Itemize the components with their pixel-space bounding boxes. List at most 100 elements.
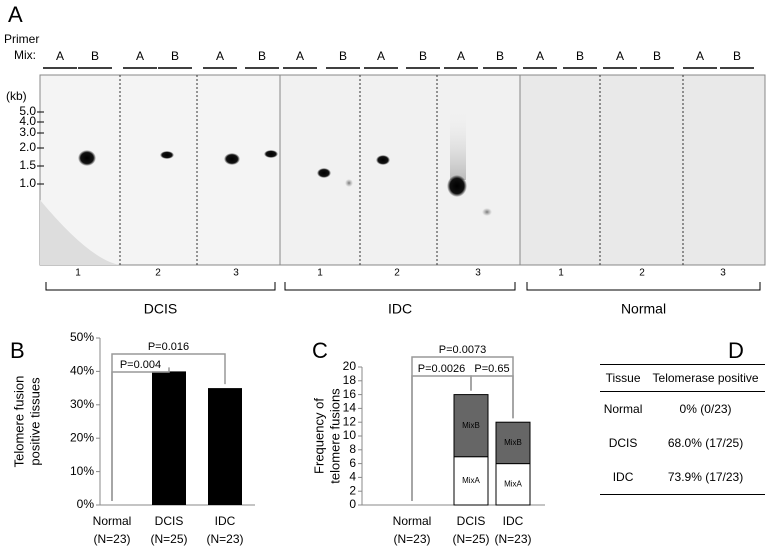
p-value: P=0.0073	[439, 344, 486, 356]
lane-label: A	[696, 49, 704, 63]
lane-label: B	[419, 49, 427, 63]
size-label: 4.0	[19, 114, 36, 128]
size-label: 5.0	[19, 104, 36, 118]
panel-letter: C	[312, 338, 328, 363]
x-tick-label: Normal	[93, 514, 132, 528]
lane-label: B	[496, 49, 504, 63]
bar-segment	[495, 421, 531, 465]
y-tick-label: 20	[343, 359, 357, 373]
y-tick-label: 20%	[70, 430, 94, 444]
y-tick-label: 0%	[77, 497, 95, 511]
lane-label: A	[296, 49, 304, 63]
table-cell: IDC	[600, 460, 647, 495]
table-cell: 0% (0/23)	[679, 402, 732, 416]
sample-number: 2	[639, 268, 645, 279]
y-tick-label: 0	[349, 497, 356, 511]
p-value: P=0.004	[120, 359, 161, 371]
size-label: 3.0	[19, 125, 36, 139]
y-tick-label: 8	[349, 442, 356, 456]
x-tick-label: IDC	[215, 514, 236, 528]
panel-letter: D	[728, 338, 744, 363]
lane-label: A	[216, 49, 224, 63]
y-tick-label: 50%	[70, 330, 94, 344]
lane-label: A	[616, 49, 624, 63]
smear	[450, 110, 466, 180]
group-bracket	[526, 282, 761, 291]
primer-label: Primer	[4, 32, 39, 46]
size-unit: (kb)	[6, 89, 27, 103]
group-bracket	[45, 282, 276, 291]
y-axis-label: telomere fusions	[327, 388, 342, 484]
size-label: 1.5	[19, 158, 36, 172]
gel-normal	[519, 74, 766, 266]
sample-number: 3	[475, 268, 481, 279]
x-tick-count: (N=25)	[452, 532, 489, 546]
x-tick-label: DCIS	[155, 514, 184, 528]
table-cell: DCIS	[608, 436, 638, 450]
bar	[208, 388, 242, 505]
header-cell: Telomerase positive	[646, 364, 765, 392]
y-axis-label: Frequency of	[311, 398, 326, 474]
group-label: Normal	[621, 301, 666, 317]
size-label: 1.0	[19, 176, 36, 190]
x-tick-label: Normal	[393, 514, 432, 528]
significance-bracket	[470, 375, 514, 419]
lane-label: A	[377, 49, 385, 63]
size-label: 2.0	[19, 140, 36, 154]
telomerase-table: Tissue Telomerase positive Normal 0% (0/2…	[600, 364, 765, 495]
x-tick-count: (N=25)	[150, 532, 187, 546]
table-row: DCIS 68.0% (17/25)	[600, 426, 765, 460]
y-tick-label: 10%	[70, 464, 94, 478]
gel-shadow	[40, 200, 120, 265]
y-tick-label: 4	[349, 470, 356, 484]
sample-number: 1	[317, 268, 323, 279]
group-label: IDC	[388, 301, 412, 317]
header-cell: Tissue	[600, 364, 647, 392]
segment-label: MixB	[462, 421, 480, 430]
lane-label: B	[653, 49, 661, 63]
x-tick-label: DCIS	[457, 514, 486, 528]
y-tick-label: 14	[343, 401, 357, 415]
y-tick-label: 18	[343, 373, 357, 387]
lane-label: B	[576, 49, 584, 63]
table-header: Tissue Telomerase positive	[600, 364, 765, 392]
x-tick-count: (N=23)	[494, 532, 531, 546]
table-cell: 73.9% (17/23)	[646, 460, 765, 495]
p-value: P=0.016	[148, 341, 189, 353]
x-tick-count: (N=23)	[206, 532, 243, 546]
y-axis-label: positive tissues	[27, 377, 42, 466]
lane-label: B	[733, 49, 741, 63]
sample-number: 3	[720, 268, 726, 279]
table-row: Normal 0% (0/23)	[600, 392, 765, 427]
y-tick-label: 30%	[70, 397, 94, 411]
sample-number: 2	[394, 268, 400, 279]
table-cell: 68.0% (17/25)	[667, 436, 744, 450]
bar-segment	[453, 394, 489, 458]
lane-label: A	[136, 49, 144, 63]
segment-label: MixB	[504, 438, 522, 447]
lane-label: B	[258, 49, 266, 63]
lane-label: A	[536, 49, 544, 63]
sample-number: 1	[558, 268, 564, 279]
lane-label: B	[171, 49, 179, 63]
bar-segment	[495, 463, 531, 506]
significance-bracket	[111, 353, 226, 501]
panel-letter: A	[8, 2, 23, 27]
segment-label: MixA	[462, 476, 480, 485]
y-tick-label: 2	[349, 483, 356, 497]
sample-number: 2	[155, 268, 161, 279]
gel-dcis	[39, 74, 281, 266]
lane-label: B	[339, 49, 347, 63]
y-tick-label: 40%	[70, 364, 94, 378]
y-tick-label: 10	[343, 428, 357, 442]
lane-label: A	[56, 49, 64, 63]
sample-number: 3	[233, 268, 239, 279]
bar	[152, 371, 186, 505]
p-value: P=0.0026	[418, 363, 465, 375]
table-row: IDC 73.9% (17/23)	[600, 460, 765, 495]
y-tick-label: 16	[343, 387, 357, 401]
gel-idc	[279, 74, 521, 266]
x-tick-count: (N=23)	[93, 532, 130, 546]
y-tick-label: 12	[343, 414, 357, 428]
